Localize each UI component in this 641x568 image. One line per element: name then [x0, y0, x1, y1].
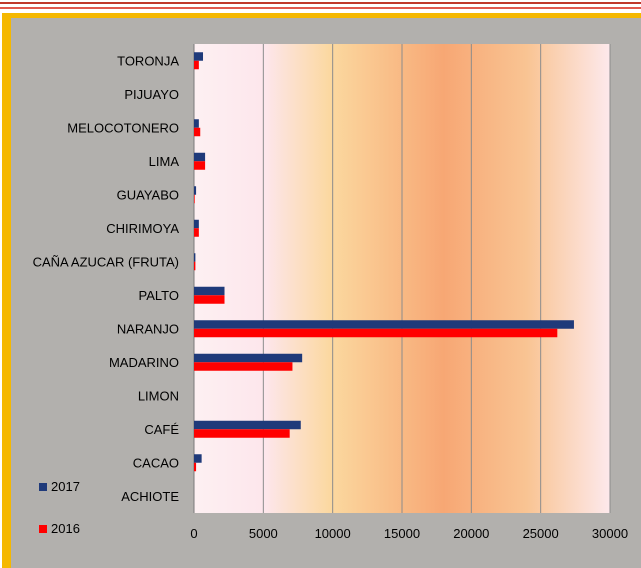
bar-2017	[194, 52, 204, 61]
gridlines	[262, 44, 611, 513]
bar-2016	[194, 161, 206, 170]
x-tick-label: 0	[190, 526, 197, 541]
legend-swatch-2017	[39, 483, 47, 491]
bar-2016	[194, 328, 558, 338]
bars	[194, 52, 574, 472]
category-label: ACHIOTE	[121, 489, 179, 504]
category-label: PALTO	[139, 288, 179, 303]
category-label: NARANJO	[117, 321, 179, 336]
legend: 2017 2016	[39, 479, 80, 536]
category-label: LIMA	[149, 154, 180, 169]
category-label: LIMON	[138, 388, 179, 403]
bar-2017	[194, 286, 225, 296]
bar-2016	[194, 429, 290, 438]
x-tick-label: 5000	[249, 526, 278, 541]
category-label: PIJUAYO	[124, 87, 179, 102]
legend-swatch-2016	[39, 525, 47, 533]
bar-2016	[194, 295, 225, 304]
x-tick-label: 20000	[453, 526, 489, 541]
category-label: CAÑA AZUCAR (FRUTA)	[33, 254, 179, 269]
bar-2017	[194, 152, 206, 162]
category-label: CHIRIMOYA	[106, 221, 179, 236]
bar-2016	[194, 127, 201, 137]
legend-label: 2016	[51, 521, 80, 536]
bar-2017	[194, 219, 199, 229]
bar-2016	[194, 60, 199, 70]
x-tick-label: 10000	[315, 526, 351, 541]
x-tick-labels: 0 5000 10000 15000 20000 25000 30000	[190, 526, 628, 541]
legend-label: 2017	[51, 479, 80, 494]
category-label: GUAYABO	[117, 187, 179, 202]
bar-2017	[194, 320, 574, 329]
bar-2017	[194, 186, 197, 195]
x-tick-label: 25000	[523, 526, 559, 541]
bar-2017	[194, 119, 199, 128]
bar-2016	[194, 362, 293, 371]
category-labels: TORONJA PIJUAYO MELOCOTONERO LIMA GUAYABO CHI…	[33, 53, 180, 504]
x-tick-label: 15000	[384, 526, 420, 541]
category-label: MADARINO	[109, 355, 179, 370]
bar-2017	[194, 454, 202, 463]
bar-2017	[194, 253, 196, 262]
bar-2016	[194, 194, 195, 204]
bar-2017	[194, 353, 303, 363]
bar-2017	[194, 420, 301, 430]
category-label: CAFÉ	[144, 422, 179, 437]
bar-2016	[194, 462, 197, 472]
bar-2016	[194, 261, 196, 271]
x-tick-label: 30000	[592, 526, 628, 541]
category-label: TORONJA	[117, 53, 179, 68]
category-label: CACAO	[133, 455, 179, 470]
category-label: MELOCOTONERO	[67, 120, 179, 135]
bar-2016	[194, 228, 199, 237]
top-rule-light	[0, 7, 641, 9]
top-rule-dark	[0, 2, 641, 4]
